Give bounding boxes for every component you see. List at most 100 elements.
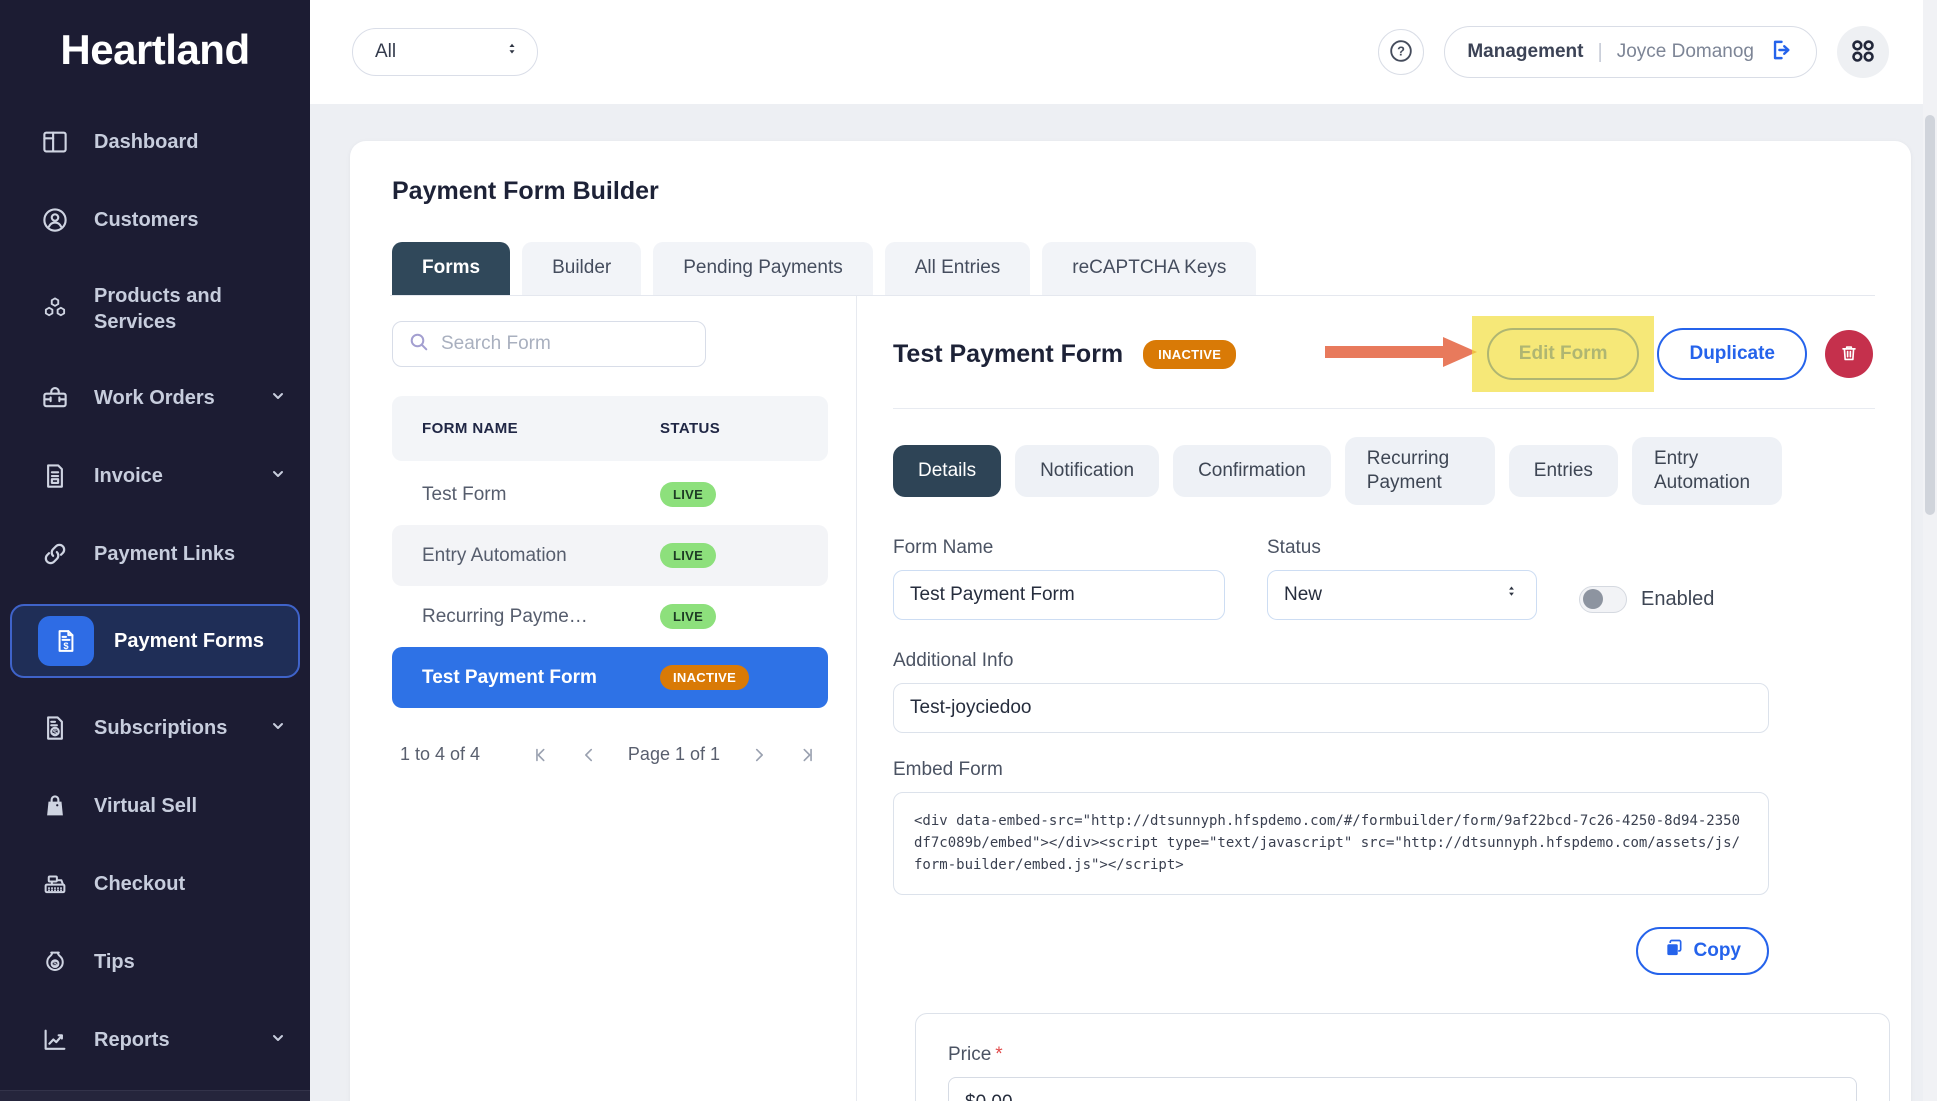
first-page-button[interactable]: [532, 746, 550, 764]
chevron-down-icon: [270, 385, 286, 411]
forms-table-header: FORM NAME STATUS: [392, 396, 828, 461]
sidebar-item-virtual-sell[interactable]: Virtual Sell: [0, 778, 310, 834]
sidebar-item-payment-forms[interactable]: $ Payment Forms: [10, 604, 300, 678]
chevron-down-icon: [270, 463, 286, 489]
sidebar-item-label: Customers: [94, 209, 199, 231]
apps-grid-icon: [1848, 36, 1878, 69]
location-filter-select[interactable]: All: [352, 28, 538, 76]
status-badge: INACTIVE: [1143, 339, 1237, 369]
detail-tabs: Details Notification Confirmation Recurr…: [893, 437, 1875, 505]
svg-text:?: ?: [1397, 43, 1405, 58]
tab-details[interactable]: Details: [893, 444, 1002, 497]
prev-page-button[interactable]: [580, 746, 598, 764]
page-title: Payment Form Builder: [392, 177, 659, 205]
table-row-selected[interactable]: Test Payment Form INACTIVE: [392, 647, 828, 708]
sidebar-item-checkout[interactable]: Checkout: [0, 856, 310, 912]
divider: |: [1597, 40, 1603, 63]
form-name-input[interactable]: Test Payment Form: [893, 569, 1225, 620]
tab-all-entries[interactable]: All Entries: [884, 242, 1031, 295]
pagination-range: 1 to 4 of 4: [400, 744, 481, 764]
main-tabs: Forms Builder Pending Payments All Entri…: [390, 242, 1875, 296]
last-page-button[interactable]: [798, 746, 816, 764]
edit-form-button[interactable]: Edit Form: [1486, 328, 1640, 380]
table-row[interactable]: Test Form LIVE: [392, 464, 828, 525]
column-status: STATUS: [660, 420, 721, 437]
sidebar-item-label: Tips: [94, 951, 135, 973]
virtual-sell-icon: [40, 791, 70, 821]
search-icon: [407, 330, 431, 359]
copy-button[interactable]: Copy: [1635, 926, 1769, 975]
sidebar-item-work-orders[interactable]: Work Orders: [0, 370, 310, 426]
additional-info-label: Additional Info: [893, 649, 1014, 671]
sidebar-item-subscriptions[interactable]: $ Subscriptions: [0, 700, 310, 756]
sidebar-item-reports[interactable]: Reports: [0, 1012, 310, 1068]
sidebar-nav: Dashboard Customers Products and Service…: [0, 104, 310, 1090]
duplicate-button[interactable]: Duplicate: [1657, 328, 1807, 380]
tab-notification[interactable]: Notification: [1015, 444, 1160, 497]
search-input[interactable]: [441, 333, 691, 355]
sidebar-item-label: Virtual Sell: [94, 795, 198, 817]
status-badge: INACTIVE: [660, 665, 750, 690]
tab-recaptcha-keys[interactable]: reCAPTCHA Keys: [1042, 242, 1257, 295]
table-row[interactable]: Entry Automation LIVE: [392, 525, 828, 586]
tab-entry-automation[interactable]: Entry Automation: [1631, 437, 1782, 505]
form-detail-panel: Test Payment Form INACTIVE Edit Form Dup…: [856, 296, 1890, 1101]
tab-forms[interactable]: Forms: [392, 242, 511, 295]
form-name-label: Form Name: [893, 536, 994, 558]
sidebar-item-label: Work Orders: [94, 387, 215, 409]
table-row[interactable]: Recurring Payme… LIVE: [392, 586, 828, 647]
tab-entries[interactable]: Entries: [1508, 444, 1618, 497]
tab-recurring-payment[interactable]: Recurring Payment: [1344, 437, 1495, 505]
delete-button[interactable]: [1825, 330, 1873, 378]
tab-confirmation[interactable]: Confirmation: [1173, 444, 1331, 497]
scrollbar-track[interactable]: [1923, 0, 1937, 1101]
embed-form-label: Embed Form: [893, 758, 1003, 780]
sidebar-item-label: Reports: [94, 1029, 170, 1051]
price-label: Price: [948, 1043, 992, 1065]
main-area: All ? Management | Joyce Domanog: [310, 0, 1937, 1101]
sidebar-item-label: Checkout: [94, 873, 186, 895]
form-name-cell: Test Form: [422, 483, 507, 505]
form-name-cell: Entry Automation: [422, 544, 567, 566]
sidebar-item-invoice[interactable]: Invoice: [0, 448, 310, 504]
sidebar-item-customers[interactable]: Customers: [0, 192, 310, 248]
sidebar-item-label: Dashboard: [94, 131, 199, 153]
reports-icon: [40, 1025, 70, 1055]
sidebar: Heartland Dashboard Customers Products a…: [0, 0, 310, 1101]
status-select[interactable]: New: [1267, 569, 1537, 620]
column-form-name: FORM NAME: [422, 420, 519, 437]
annotation-arrow: [1324, 335, 1477, 374]
logout-icon[interactable]: [1768, 37, 1794, 68]
sidebar-item-dashboard[interactable]: Dashboard: [0, 114, 310, 170]
search-form-field[interactable]: [392, 321, 706, 367]
sidebar-item-products-services[interactable]: Products and Services: [0, 270, 310, 348]
user-menu[interactable]: Management | Joyce Domanog: [1444, 26, 1817, 78]
enabled-label: Enabled: [1641, 587, 1715, 610]
detail-header: Test Payment Form INACTIVE Edit Form Dup…: [893, 316, 1875, 409]
subscriptions-icon: $: [40, 713, 70, 743]
tab-pending-payments[interactable]: Pending Payments: [653, 242, 873, 295]
sidebar-item-label: Invoice: [94, 465, 163, 487]
status-badge: LIVE: [660, 543, 717, 568]
trash-icon: [1838, 342, 1860, 367]
user-role: Management: [1467, 41, 1584, 62]
status-badge: LIVE: [660, 604, 717, 629]
next-page-button[interactable]: [750, 746, 768, 764]
help-button[interactable]: ?: [1378, 29, 1425, 75]
tab-builder[interactable]: Builder: [522, 242, 642, 295]
select-updown-icon: [1503, 583, 1520, 606]
location-filter-value: All: [375, 41, 397, 62]
checkout-icon: [40, 869, 70, 899]
additional-info-input[interactable]: Test-joyciedoo: [893, 682, 1769, 733]
sidebar-item-tips[interactable]: $ Tips: [0, 934, 310, 990]
sidebar-item-payment-links[interactable]: Payment Links: [0, 526, 310, 582]
dashboard-icon: [40, 127, 70, 157]
select-updown-icon: [503, 40, 521, 64]
apps-grid-button[interactable]: [1837, 26, 1889, 78]
payment-form-builder-card: Payment Form Builder Forms Builder Pendi…: [350, 141, 1911, 1101]
enabled-toggle[interactable]: [1579, 585, 1627, 613]
scrollbar-thumb[interactable]: [1925, 115, 1935, 515]
price-input[interactable]: $0.00: [948, 1076, 1857, 1101]
user-name: Joyce Domanog: [1616, 41, 1754, 62]
